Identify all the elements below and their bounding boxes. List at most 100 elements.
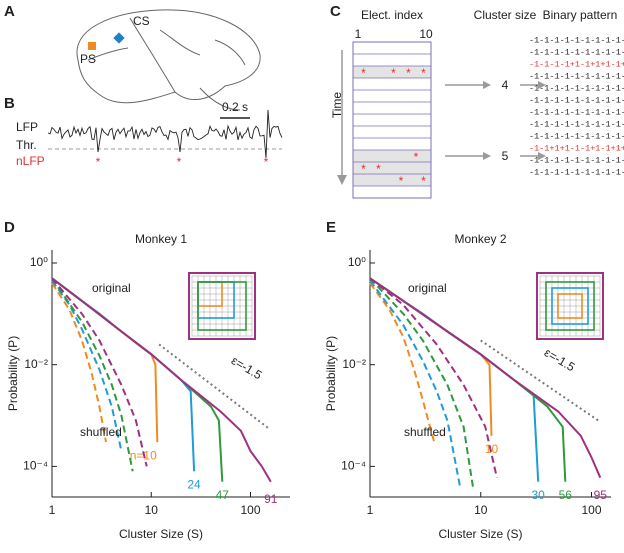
series-label: 56 <box>559 488 573 502</box>
binary-row: -1-1-1-1-1-1-1-1-1-1 <box>529 107 624 117</box>
x-axis-label: Cluster Size (S) <box>119 527 203 541</box>
chart: Monkey 1 1 10 100 10⁰ 10⁻² 10⁻⁴ Cluster Size (S… <box>6 232 290 541</box>
electrode-grid: * * * *** ** * <box>352 41 432 199</box>
annotation: shuffled <box>80 425 122 439</box>
y-tick-label: 10⁰ <box>30 255 48 269</box>
lfp-label: LFP <box>16 120 38 134</box>
y-tick-label: 10⁻² <box>342 357 366 371</box>
chart-title: Monkey 2 <box>454 232 506 246</box>
cluster-size: 4 <box>502 78 509 92</box>
nlfp-label: nLFP <box>16 154 45 168</box>
index-first: 1 <box>355 27 362 41</box>
binary-row: -1-1-1-1+1-1+1+1-1+1 <box>529 59 624 69</box>
scale-label: 0.2 s <box>222 100 248 114</box>
panel-label: E <box>326 219 336 236</box>
x-tick-label: 1 <box>367 503 374 517</box>
star: * <box>414 150 419 164</box>
arrowhead <box>483 81 491 89</box>
series-label: 91 <box>264 492 278 506</box>
charts: Monkey 1 1 10 100 10⁰ 10⁻² 10⁻⁴ Cluster Size (S… <box>6 232 611 541</box>
active-row <box>353 174 431 186</box>
y-tick-label: 10⁰ <box>348 255 366 269</box>
panel-label: D <box>4 219 15 236</box>
arrowhead <box>538 152 546 160</box>
star: * <box>376 162 381 176</box>
y-tick-label: 10⁻⁴ <box>23 459 48 473</box>
x-tick-label: 10 <box>145 503 159 517</box>
cs-label: CS <box>133 14 150 28</box>
x-tick-label: 100 <box>581 503 601 517</box>
annotation: ε=-1.5 <box>229 353 265 382</box>
active-row <box>353 66 431 78</box>
reference-line <box>480 339 601 423</box>
series-line <box>51 277 196 472</box>
ps-label: PS <box>80 52 96 66</box>
series-line <box>369 277 474 487</box>
inset-frame <box>536 272 604 340</box>
index-last: 10 <box>419 27 433 41</box>
event-stars: * * * <box>96 155 269 169</box>
chart-title: Monkey 1 <box>135 232 187 246</box>
star: * <box>391 66 396 80</box>
y-tick-label: 10⁻⁴ <box>341 459 366 473</box>
binary-row: -1-1-1-1-1-1-1-1-1-1 <box>529 167 624 177</box>
x-axis-label: Cluster Size (S) <box>438 527 522 541</box>
grid-frame <box>352 41 432 199</box>
ps-marker <box>88 42 96 50</box>
series-label: 10 <box>485 442 499 456</box>
series-line <box>51 277 148 467</box>
col-heading: Binary pattern <box>543 8 618 22</box>
series-line <box>369 277 498 478</box>
arrowhead <box>538 81 546 89</box>
star: * <box>421 66 426 80</box>
panel-label: B <box>4 95 15 112</box>
reference-line <box>158 343 269 429</box>
col-heading: Elect. index <box>361 8 423 22</box>
series-label: 47 <box>216 488 230 502</box>
cluster-size: 5 <box>502 149 509 163</box>
y-tick-label: 10⁻² <box>24 357 48 371</box>
binary-row: -1-1-1-1-1-1-1-1-1-1 <box>529 119 624 129</box>
panel-label: C <box>330 3 341 20</box>
binary-row: -1-1+1+1-1-1+1-1+1+1 <box>529 143 624 153</box>
series-label: 24 <box>187 477 201 491</box>
time-arrowhead <box>337 175 347 185</box>
star: * <box>406 66 411 80</box>
series-line <box>369 277 493 436</box>
star: * <box>177 155 182 169</box>
annotation: shuffled <box>404 425 446 439</box>
binary-row: -1-1-1-1-1-1-1-1-1-1 <box>529 131 624 141</box>
binary-row: -1-1-1-1-1-1-1-1-1-1 <box>529 155 624 165</box>
cs-marker <box>113 32 125 44</box>
time-label: Time <box>330 92 344 119</box>
star: * <box>399 174 404 188</box>
series-line <box>369 282 436 443</box>
star: * <box>361 162 366 176</box>
binary-row: -1-1-1-1-1-1-1-1-1-1 <box>529 83 624 93</box>
star: * <box>361 66 366 80</box>
active-row <box>353 162 431 174</box>
series-line <box>51 277 272 483</box>
annotation: original <box>92 281 131 295</box>
x-tick-label: 1 <box>49 503 56 517</box>
y-axis-label: Probability (P) <box>324 336 338 411</box>
star: * <box>421 174 426 188</box>
lfp-trace <box>47 109 283 159</box>
inset-region <box>197 281 247 331</box>
series-label: 95 <box>594 488 608 502</box>
binary-patterns: -1-1-1-1-1-1-1-1-1-1 -1-1-1-1-1-1-1-1-1-1… <box>529 35 624 177</box>
inset-frame <box>188 272 256 340</box>
series-line <box>51 282 107 443</box>
binary-row: -1-1-1-1-1-1-1-1-1-1 <box>529 95 624 105</box>
thr-label: Thr. <box>16 138 37 152</box>
binary-row: -1-1-1-1-1-1-1-1-1-1 <box>529 35 624 45</box>
inset-region <box>557 293 583 319</box>
inset-region <box>551 287 589 325</box>
arrowhead <box>483 152 491 160</box>
annotation: ε=-1.5 <box>542 345 578 374</box>
active-row <box>353 150 431 162</box>
y-axis-label: Probability (P) <box>6 336 20 411</box>
series-line <box>369 280 461 487</box>
binary-row: -1-1-1-1-1-1-1-1-1-1 <box>529 71 624 81</box>
